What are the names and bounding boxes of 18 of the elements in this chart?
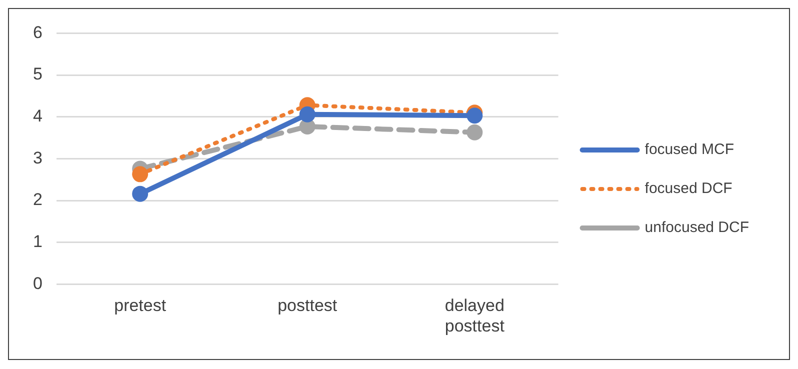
point (132, 166, 148, 182)
x-tick-label: pretest (114, 296, 166, 316)
point (466, 124, 483, 140)
legend-label: focused DCF (644, 180, 732, 198)
point (299, 106, 316, 122)
legend-label: focused MCF (644, 141, 734, 158)
legend-label: unfocused DCF (644, 219, 749, 236)
y-tick-label: 1 (32, 232, 42, 252)
y-tick-label: 4 (32, 106, 42, 126)
x-tick-label: posttest (278, 296, 338, 316)
x-tick-label: delayed posttest (444, 296, 505, 336)
y-tick-label: 0 (32, 274, 42, 293)
y-tick-label: 5 (32, 64, 42, 84)
y-tick-label: 2 (32, 190, 42, 210)
y-tick-label: 6 (32, 22, 42, 42)
point (466, 108, 483, 124)
y-tick-label: 3 (32, 148, 42, 168)
point (132, 186, 148, 202)
